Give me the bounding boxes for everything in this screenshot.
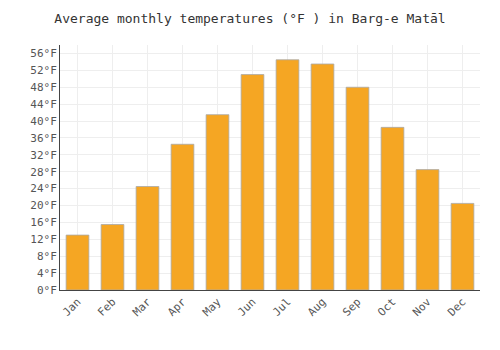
svg-text:52°F: 52°F xyxy=(30,64,57,77)
svg-text:24°F: 24°F xyxy=(30,182,57,195)
svg-text:12°F: 12°F xyxy=(30,233,57,246)
svg-text:Jan: Jan xyxy=(60,296,83,319)
svg-text:44°F: 44°F xyxy=(30,98,57,111)
svg-text:40°F: 40°F xyxy=(30,115,57,128)
svg-text:0°F: 0°F xyxy=(37,284,57,297)
svg-text:Sep: Sep xyxy=(340,296,363,319)
svg-text:56°F: 56°F xyxy=(30,47,57,60)
svg-text:Apr: Apr xyxy=(165,295,189,319)
svg-text:20°F: 20°F xyxy=(30,199,57,212)
svg-text:28°F: 28°F xyxy=(30,166,57,179)
svg-text:Jun: Jun xyxy=(235,296,258,319)
svg-text:Average monthly temperatures (: Average monthly temperatures (°F ) in Ba… xyxy=(54,11,445,26)
svg-text:Nov: Nov xyxy=(410,295,434,319)
svg-text:4°F: 4°F xyxy=(37,267,57,280)
svg-text:Aug: Aug xyxy=(305,296,328,319)
svg-text:Dec: Dec xyxy=(445,296,468,319)
svg-text:Oct: Oct xyxy=(375,296,398,319)
svg-text:8°F: 8°F xyxy=(37,250,57,263)
svg-text:16°F: 16°F xyxy=(30,216,57,229)
svg-text:Feb: Feb xyxy=(95,296,118,319)
svg-text:48°F: 48°F xyxy=(30,81,57,94)
svg-text:Mar: Mar xyxy=(130,295,154,319)
svg-text:36°F: 36°F xyxy=(30,132,57,145)
svg-text:32°F: 32°F xyxy=(30,149,57,162)
svg-text:Jul: Jul xyxy=(270,296,293,319)
svg-text:May: May xyxy=(200,295,224,319)
